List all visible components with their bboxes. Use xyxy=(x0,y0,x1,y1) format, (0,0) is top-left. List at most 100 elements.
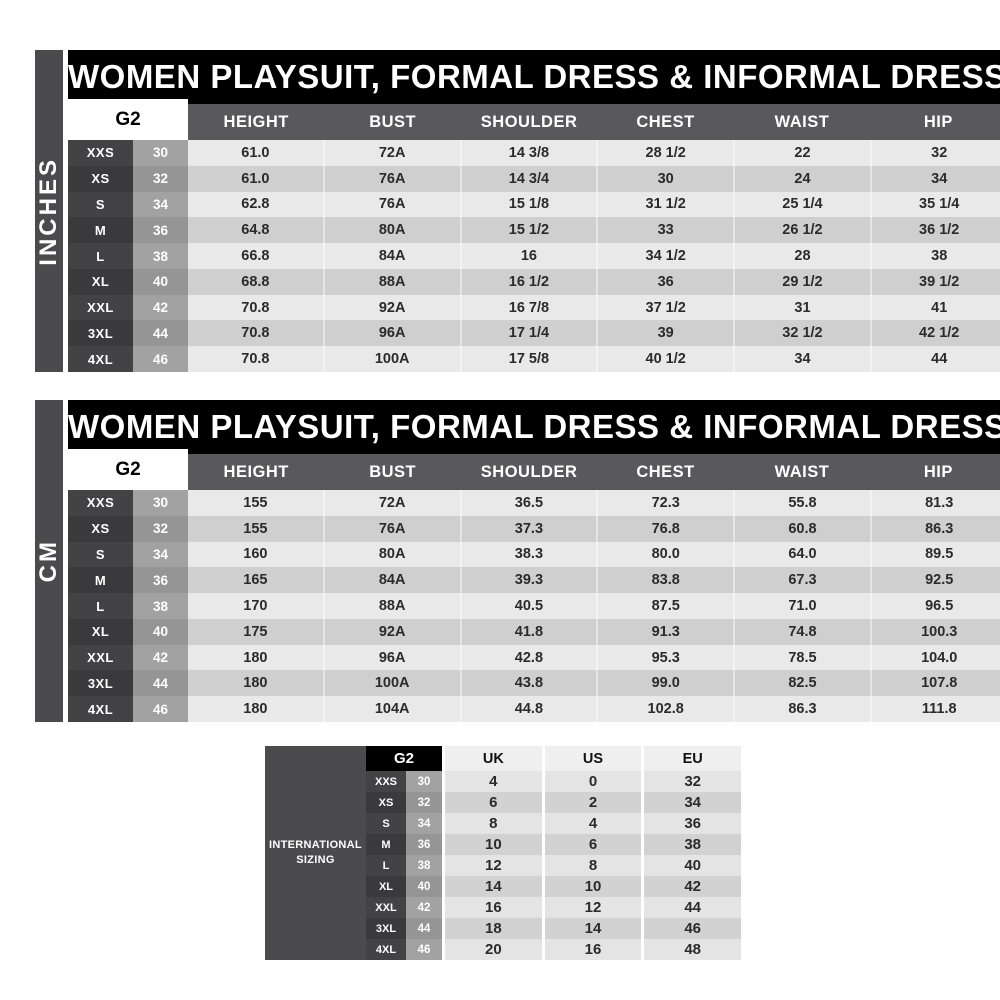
value-cell: 4 xyxy=(541,813,642,834)
value-cell: 87.5 xyxy=(596,593,734,619)
value-cell: 175 xyxy=(188,618,323,645)
size-label: XS xyxy=(366,792,406,813)
value-cell: 62.8 xyxy=(188,191,323,218)
value-cell: 22 xyxy=(733,140,870,166)
table-row: XXS 30 61.0 72A 14 3/8 28 1/2 22 32 xyxy=(68,140,1000,166)
size-label: 4XL xyxy=(68,346,133,373)
cm-table-body: WOMEN PLAYSUIT, FORMAL DRESS & INFORMAL … xyxy=(68,400,1000,723)
column-header: WAIST xyxy=(733,454,871,490)
table-row: L 38 66.8 84A 16 34 1/2 28 38 xyxy=(68,243,1000,269)
value-cell: 96A xyxy=(322,644,460,671)
table-row: L 38 170 88A 40.5 87.5 71.0 96.5 xyxy=(68,593,1000,619)
value-cell: 10 xyxy=(442,834,542,855)
size-number: 46 xyxy=(133,696,188,723)
value-cell: 36 xyxy=(596,268,734,295)
size-number: 34 xyxy=(133,541,188,568)
value-cell: 104.0 xyxy=(869,644,1000,671)
value-cell: 2 xyxy=(541,792,642,813)
size-label: S xyxy=(68,191,133,218)
value-cell: 42 1/2 xyxy=(869,320,1000,347)
inches-column-headers: HEIGHT BUST SHOULDER CHEST WAIST HIP xyxy=(188,104,1000,140)
value-cell: 16 1/2 xyxy=(459,268,597,295)
value-cell: 180 xyxy=(188,670,323,697)
size-label: XL xyxy=(68,618,133,645)
international-sizing-label: INTERNATIONAL SIZING xyxy=(265,746,366,960)
table-row: XXL 42 16 12 44 xyxy=(366,897,742,918)
value-cell: 30 xyxy=(596,165,734,192)
column-header: BUST xyxy=(324,104,461,140)
value-cell: 28 1/2 xyxy=(596,140,734,166)
value-cell: 38 xyxy=(641,834,742,855)
size-label: XS xyxy=(68,165,133,192)
value-cell: 32 xyxy=(641,771,742,792)
size-number: 38 xyxy=(133,593,188,619)
international-label-line1: INTERNATIONAL xyxy=(269,839,362,852)
value-cell: 41 xyxy=(869,294,1000,321)
value-cell: 42.8 xyxy=(459,644,597,671)
value-cell: 16 xyxy=(541,939,642,960)
value-cell: 40 1/2 xyxy=(596,346,734,373)
value-cell: 88A xyxy=(322,268,460,295)
international-sizing-table: INTERNATIONAL SIZING G2 UK US EU XXS 30 4 0 32… xyxy=(265,746,742,960)
value-cell: 44 xyxy=(869,346,1000,373)
international-table-body: G2 UK US EU XXS 30 4 0 32 XS 32 6 2 34 S 34 8 4 36 M 36 10 6… xyxy=(366,746,742,960)
value-cell: 16 xyxy=(459,243,597,269)
value-cell: 6 xyxy=(541,834,642,855)
size-label: M xyxy=(366,834,406,855)
column-header: CHEST xyxy=(597,104,734,140)
value-cell: 31 xyxy=(733,294,870,321)
value-cell: 40 xyxy=(641,855,742,876)
value-cell: 14 3/8 xyxy=(459,140,597,166)
size-label: XXS xyxy=(68,140,133,166)
size-number: 38 xyxy=(406,855,442,876)
value-cell: 60.8 xyxy=(733,515,870,542)
value-cell: 100.3 xyxy=(869,618,1000,645)
inches-table-body: WOMEN PLAYSUIT, FORMAL DRESS & INFORMAL … xyxy=(68,50,1000,373)
value-cell: 76A xyxy=(322,191,460,218)
size-label: 3XL xyxy=(366,918,406,939)
value-cell: 81.3 xyxy=(869,490,1000,516)
column-header: WAIST xyxy=(733,104,871,140)
column-header: SHOULDER xyxy=(460,454,598,490)
value-cell: 84A xyxy=(322,567,460,594)
size-number: 32 xyxy=(406,792,442,813)
value-cell: 40.5 xyxy=(459,593,597,619)
value-cell: 34 xyxy=(641,792,742,813)
column-header: UK xyxy=(442,746,542,771)
size-label: XS xyxy=(68,515,133,542)
value-cell: 72.3 xyxy=(596,490,734,516)
value-cell: 14 3/4 xyxy=(459,165,597,192)
value-cell: 170 xyxy=(188,593,323,619)
value-cell: 14 xyxy=(541,918,642,939)
unit-label-cm: CM xyxy=(35,539,62,583)
value-cell: 66.8 xyxy=(188,243,323,269)
value-cell: 24 xyxy=(733,165,870,192)
value-cell: 10 xyxy=(541,876,642,897)
value-cell: 42 xyxy=(641,876,742,897)
table-row: L 38 12 8 40 xyxy=(366,855,742,876)
value-cell: 29 1/2 xyxy=(733,268,870,295)
value-cell: 15 1/2 xyxy=(459,217,597,244)
size-number: 42 xyxy=(406,897,442,918)
inches-size-table: INCHES WOMEN PLAYSUIT, FORMAL DRESS & IN… xyxy=(35,50,1000,373)
unit-rail-inches: INCHES xyxy=(35,50,63,372)
value-cell: 8 xyxy=(541,855,642,876)
table-row: 4XL 46 180 104A 44.8 102.8 86.3 111.8 xyxy=(68,696,1000,723)
cm-rows: XXS 30 155 72A 36.5 72.3 55.8 81.3 XS 32 155 76A 37.… xyxy=(68,490,1000,723)
value-cell: 39 1/2 xyxy=(869,268,1000,295)
value-cell: 16 xyxy=(442,897,542,918)
size-number: 32 xyxy=(133,515,188,542)
value-cell: 44 xyxy=(641,897,742,918)
value-cell: 72A xyxy=(322,490,460,516)
size-number: 38 xyxy=(133,243,188,269)
table-row: M 36 10 6 38 xyxy=(366,834,742,855)
international-column-headers: UK US EU xyxy=(442,746,742,771)
size-number: 42 xyxy=(133,294,188,321)
size-number: 44 xyxy=(133,320,188,347)
table-row: S 34 160 80A 38.3 80.0 64.0 89.5 xyxy=(68,541,1000,568)
table-row: 3XL 44 180 100A 43.8 99.0 82.5 107.8 xyxy=(68,670,1000,697)
size-label: 4XL xyxy=(366,939,406,960)
value-cell: 15 1/8 xyxy=(459,191,597,218)
value-cell: 76A xyxy=(322,515,460,542)
value-cell: 61.0 xyxy=(188,140,323,166)
